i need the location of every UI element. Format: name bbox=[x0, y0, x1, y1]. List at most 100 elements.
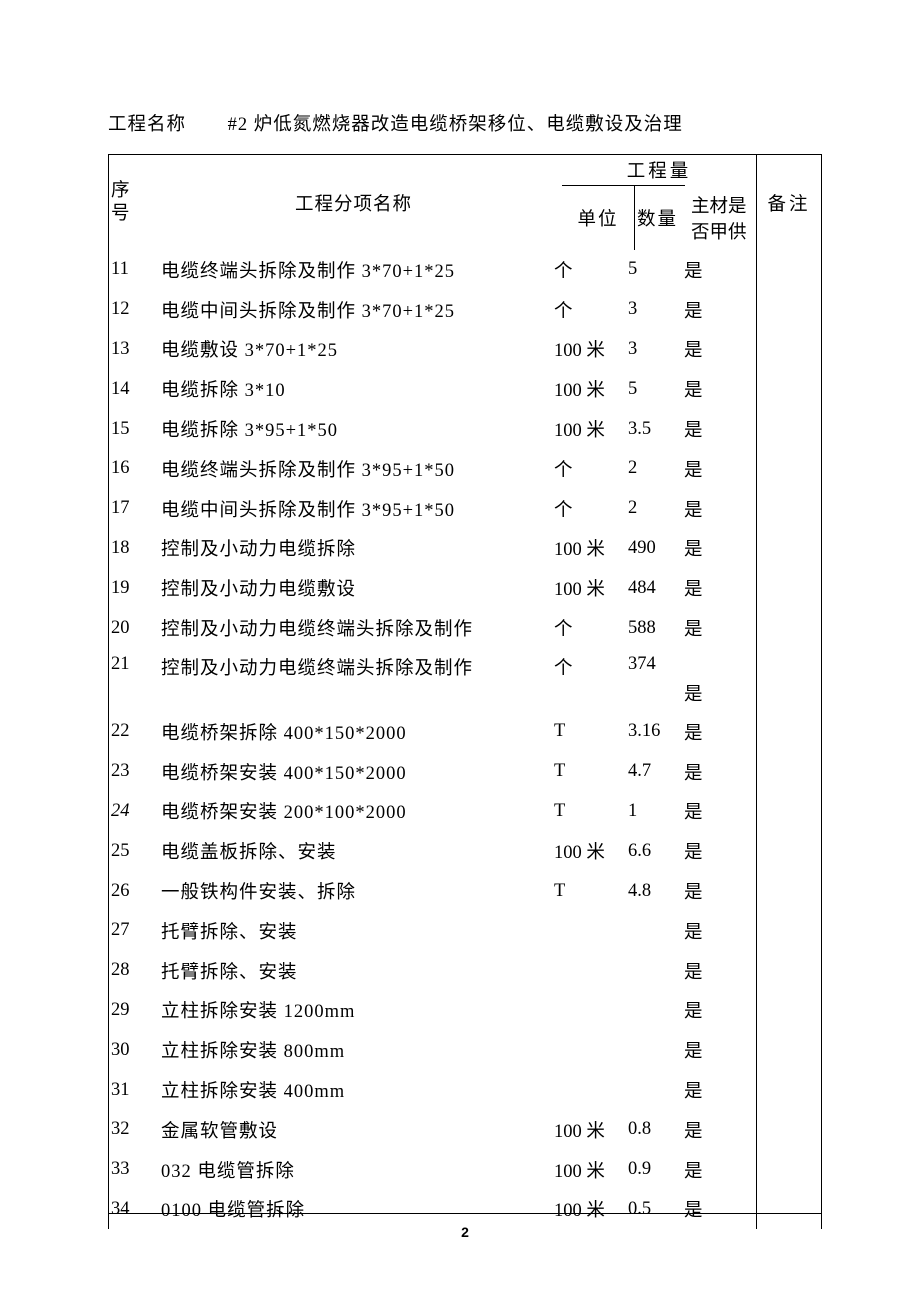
cell-supply: 是 bbox=[678, 719, 756, 745]
remark-column: 备注 bbox=[756, 155, 821, 1229]
cell-supply: 是 bbox=[678, 878, 756, 904]
cell-seq: 19 bbox=[109, 578, 145, 599]
cell-name: 控制及小动力电缆终端头拆除及制作 bbox=[145, 654, 552, 680]
cell-seq: 29 bbox=[109, 1000, 145, 1021]
cell-seq: 22 bbox=[109, 721, 145, 742]
cell-supply: 是 bbox=[678, 575, 756, 601]
cell-count: 588 bbox=[626, 618, 678, 639]
table-row: 30立柱拆除安装 800mm 是 bbox=[109, 1030, 756, 1070]
table-row: 23电缆桥架安装 400*150*2000T4.7是 bbox=[109, 752, 756, 792]
cell-unit: T bbox=[552, 761, 626, 782]
cell-supply: 是 bbox=[678, 535, 756, 561]
cell-seq: 20 bbox=[109, 618, 145, 639]
cell-supply: 是 bbox=[678, 615, 756, 641]
cell-seq: 30 bbox=[109, 1040, 145, 1061]
cell-seq: 11 bbox=[109, 259, 145, 280]
cell-supply: 是 bbox=[678, 958, 756, 984]
table-header: 序号 工程分项名称 工程量 单位 数量 主材是否甲供 bbox=[109, 155, 756, 250]
header-qty-sub: 单位 数量 主材是否甲供 bbox=[562, 185, 756, 250]
cell-count: 4.7 bbox=[626, 761, 678, 782]
table-row: 20控制及小动力电缆终端头拆除及制作个588是 bbox=[109, 608, 756, 648]
table-row: 11电缆终端头拆除及制作 3*70+1*25个5是 bbox=[109, 250, 756, 290]
cell-unit: 个 bbox=[552, 297, 626, 323]
title-value: #2 炉低氮燃烧器改造电缆桥架移位、电缆敷设及治理 bbox=[228, 110, 683, 136]
table-row: 32金属软管敷设100 米0.8是 bbox=[109, 1110, 756, 1150]
cell-count: 3 bbox=[626, 299, 678, 320]
cell-name: 控制及小动力电缆拆除 bbox=[145, 535, 552, 561]
cell-unit: 100 米 bbox=[552, 336, 626, 362]
cell-count: 2 bbox=[626, 458, 678, 479]
cell-seq: 24 bbox=[109, 801, 145, 822]
cell-count: 3 bbox=[626, 339, 678, 360]
footer-divider bbox=[108, 1213, 822, 1214]
header-supply: 主材是否甲供 bbox=[685, 185, 756, 250]
table-row: 22电缆桥架拆除 400*150*2000T3.16是 bbox=[109, 712, 756, 752]
cell-seq: 16 bbox=[109, 458, 145, 479]
cell-name: 立柱拆除安装 800mm bbox=[145, 1037, 552, 1063]
cell-count: 374 bbox=[626, 654, 678, 675]
cell-supply: 是 bbox=[678, 1037, 756, 1063]
cell-seq: 26 bbox=[109, 881, 145, 902]
cell-count: 2 bbox=[626, 498, 678, 519]
cell-name: 一般铁构件安装、拆除 bbox=[145, 878, 552, 904]
cell-name: 电缆终端头拆除及制作 3*95+1*50 bbox=[145, 456, 552, 482]
cell-name: 控制及小动力电缆敷设 bbox=[145, 575, 552, 601]
cell-count: 5 bbox=[626, 259, 678, 280]
cell-seq: 23 bbox=[109, 761, 145, 782]
page: 工程名称 #2 炉低氮燃烧器改造电缆桥架移位、电缆敷设及治理 序号 工程分项名称… bbox=[0, 0, 920, 1302]
cell-name: 托臂拆除、安装 bbox=[145, 958, 552, 984]
cell-supply: 是 bbox=[678, 257, 756, 283]
cell-name: 金属软管敷设 bbox=[145, 1117, 552, 1143]
cell-seq: 33 bbox=[109, 1159, 145, 1180]
cell-name: 电缆中间头拆除及制作 3*70+1*25 bbox=[145, 297, 552, 323]
cell-supply: 是 bbox=[678, 456, 756, 482]
rows-container: 11电缆终端头拆除及制作 3*70+1*25个5是12电缆中间头拆除及制作 3*… bbox=[109, 250, 756, 1229]
cell-supply: 是 bbox=[678, 1117, 756, 1143]
cell-count: 490 bbox=[626, 538, 678, 559]
cell-unit: 100 米 bbox=[552, 838, 626, 864]
cell-seq: 28 bbox=[109, 960, 145, 981]
cell-unit: 个 bbox=[552, 654, 626, 680]
header-name: 工程分项名称 bbox=[145, 155, 562, 250]
cell-seq: 31 bbox=[109, 1080, 145, 1101]
cell-seq: 17 bbox=[109, 498, 145, 519]
cell-name: 立柱拆除安装 400mm bbox=[145, 1077, 552, 1103]
cell-name: 电缆中间头拆除及制作 3*95+1*50 bbox=[145, 496, 552, 522]
cell-name: 032 电缆管拆除 bbox=[145, 1157, 552, 1183]
cell-supply: 是 bbox=[678, 680, 756, 712]
table: 序号 工程分项名称 工程量 单位 数量 主材是否甲供 11电缆终端头拆除及制作 … bbox=[108, 154, 822, 1229]
table-row: 31立柱拆除安装 400mm是 bbox=[109, 1070, 756, 1110]
cell-name: 控制及小动力电缆终端头拆除及制作 bbox=[145, 615, 552, 641]
header-unit: 单位 bbox=[562, 185, 634, 250]
cell-unit: 100 米 bbox=[552, 376, 626, 402]
cell-seq: 15 bbox=[109, 419, 145, 440]
cell-name: 电缆桥架拆除 400*150*2000 bbox=[145, 719, 552, 745]
table-row: 24电缆桥架安装 200*100*2000T1是 bbox=[109, 792, 756, 832]
table-row: 29立柱拆除安装 1200mm 是 bbox=[109, 991, 756, 1031]
cell-name: 电缆盖板拆除、安装 bbox=[145, 838, 552, 864]
cell-count: 3.16 bbox=[626, 721, 678, 742]
cell-supply: 是 bbox=[678, 918, 756, 944]
cell-supply: 是 bbox=[678, 997, 756, 1023]
cell-seq: 27 bbox=[109, 920, 145, 941]
cell-name: 电缆桥架安装 200*100*2000 bbox=[145, 798, 552, 824]
cell-name: 立柱拆除安装 1200mm bbox=[145, 997, 552, 1023]
cell-supply: 是 bbox=[678, 297, 756, 323]
cell-supply: 是 bbox=[678, 838, 756, 864]
cell-unit: 个 bbox=[552, 615, 626, 641]
cell-supply: 是 bbox=[678, 336, 756, 362]
cell-seq: 32 bbox=[109, 1119, 145, 1140]
cell-count: 0.9 bbox=[626, 1159, 678, 1180]
table-row: 15电缆拆除 3*95+1*50100 米3.5是 bbox=[109, 409, 756, 449]
cell-supply: 是 bbox=[678, 416, 756, 442]
cell-count: 3.5 bbox=[626, 419, 678, 440]
cell-count: 6.6 bbox=[626, 841, 678, 862]
cell-seq: 21 bbox=[109, 654, 145, 675]
cell-name: 电缆敷设 3*70+1*25 bbox=[145, 336, 552, 362]
table-row: 14电缆拆除 3*10100 米5是 bbox=[109, 369, 756, 409]
cell-count: 0.8 bbox=[626, 1119, 678, 1140]
cell-unit: 100 米 bbox=[552, 1117, 626, 1143]
header-seq: 序号 bbox=[109, 155, 145, 250]
cell-supply: 是 bbox=[678, 376, 756, 402]
cell-name: 托臂拆除、安装 bbox=[145, 918, 552, 944]
